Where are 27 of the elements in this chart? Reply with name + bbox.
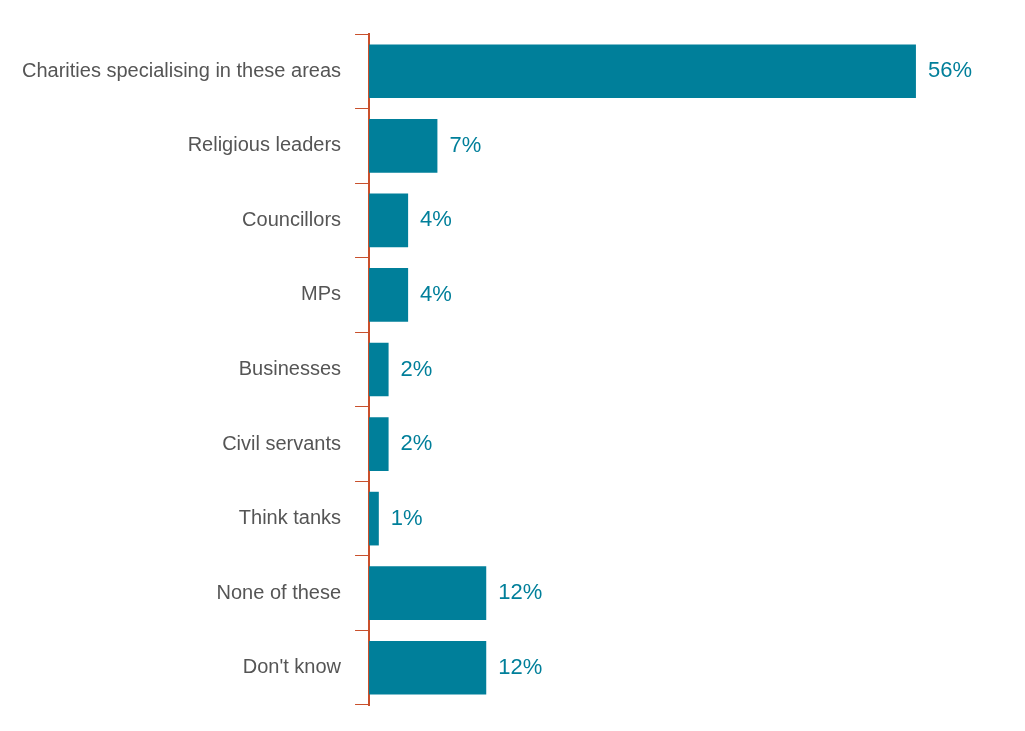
bar	[369, 193, 409, 248]
data-label: 56%	[927, 57, 972, 83]
bar	[369, 268, 409, 322]
y-tick-label: MPs	[301, 282, 342, 305]
bar	[369, 417, 389, 471]
y-tick-label: Think tanks	[238, 506, 342, 529]
bar	[369, 342, 389, 397]
data-label: 2%	[400, 430, 433, 456]
y-tick-label: None of these	[216, 580, 342, 603]
data-label: 1%	[390, 504, 423, 530]
y-tick-label: Businesses	[238, 357, 342, 380]
data-label: 4%	[420, 281, 452, 307]
data-label: 12%	[498, 579, 543, 605]
y-tick-label: Don't know	[242, 655, 342, 678]
data-label: 12%	[498, 653, 543, 679]
bar	[369, 640, 487, 695]
data-label: 7%	[449, 131, 482, 157]
data-label: 2%	[400, 355, 433, 381]
bar	[369, 44, 916, 99]
bar	[369, 118, 438, 173]
y-tick-label: Civil servants	[222, 431, 342, 454]
bar	[369, 566, 487, 621]
bar	[369, 491, 379, 546]
y-tick-label: Councillors	[242, 207, 342, 230]
data-label: 4%	[420, 206, 452, 232]
y-tick-label: Charities specialising in these areas	[21, 58, 342, 81]
y-tick-label: Religious leaders	[187, 133, 342, 156]
